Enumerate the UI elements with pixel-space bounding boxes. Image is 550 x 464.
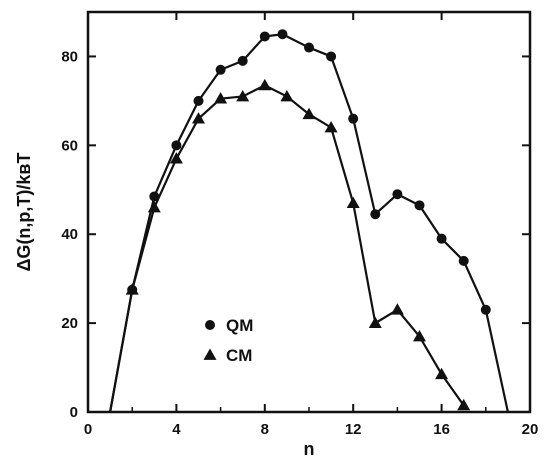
data-point-cm [302,107,316,120]
data-point-qm [215,64,226,75]
data-point-cm [192,112,205,124]
legend-marker-qm [205,320,215,330]
data-point-cm [214,92,228,104]
data-point-qm [348,113,359,124]
y-tick-label: 20 [61,315,78,332]
data-point-qm [458,255,469,266]
data-point-cm [169,152,183,164]
series-cm [109,78,471,413]
x-tick-label: 0 [84,421,92,438]
y-tick-label: 80 [61,48,78,65]
legend-marker-cm [203,348,217,360]
data-point-qm [480,304,491,315]
data-point-qm [149,191,160,202]
data-point-qm [277,29,288,40]
series-line-cm [109,84,465,413]
y-tick-label: 40 [61,226,78,243]
x-tick-label: 4 [172,421,181,438]
x-tick-label: 16 [433,421,450,438]
series-layer [109,29,509,413]
data-point-qm [392,189,403,200]
data-point-cm [280,89,294,102]
data-point-qm [304,42,314,53]
data-point-cm [390,303,404,315]
data-point-cm [435,367,449,380]
x-tick-label: 8 [261,421,269,438]
data-point-cm [258,78,272,91]
x-axis-label: n [304,439,315,459]
data-point-cm [413,329,426,342]
axis-ticks: 0 4 8 12 16 20 0 20 40 60 80 [61,12,538,438]
data-point-cm [147,201,161,213]
y-axis-label: ΔG(n,p,T)/kʙT [14,153,34,272]
data-point-cm [346,196,360,208]
y-tick-label: 0 [70,404,78,421]
data-point-qm [259,31,270,42]
series-line-qm [109,33,509,413]
data-point-qm [326,51,337,62]
y-tick-label: 60 [61,137,78,154]
data-point-cm [457,398,471,411]
series-qm [109,29,509,413]
data-point-qm [237,55,248,66]
data-point-cm [324,121,338,133]
data-point-qm [414,200,425,211]
legend-label-cm: CM [226,346,252,365]
data-point-qm [436,233,447,244]
data-point-cm [125,283,139,295]
data-point-cm [368,316,382,328]
legend: QM CM [203,316,253,365]
data-point-qm [171,140,182,151]
legend-label-qm: QM [226,316,253,335]
data-point-qm [370,209,381,220]
data-point-cm [236,89,250,102]
x-tick-label: 20 [522,421,539,438]
data-point-qm [193,95,204,106]
x-tick-label: 12 [345,421,362,438]
